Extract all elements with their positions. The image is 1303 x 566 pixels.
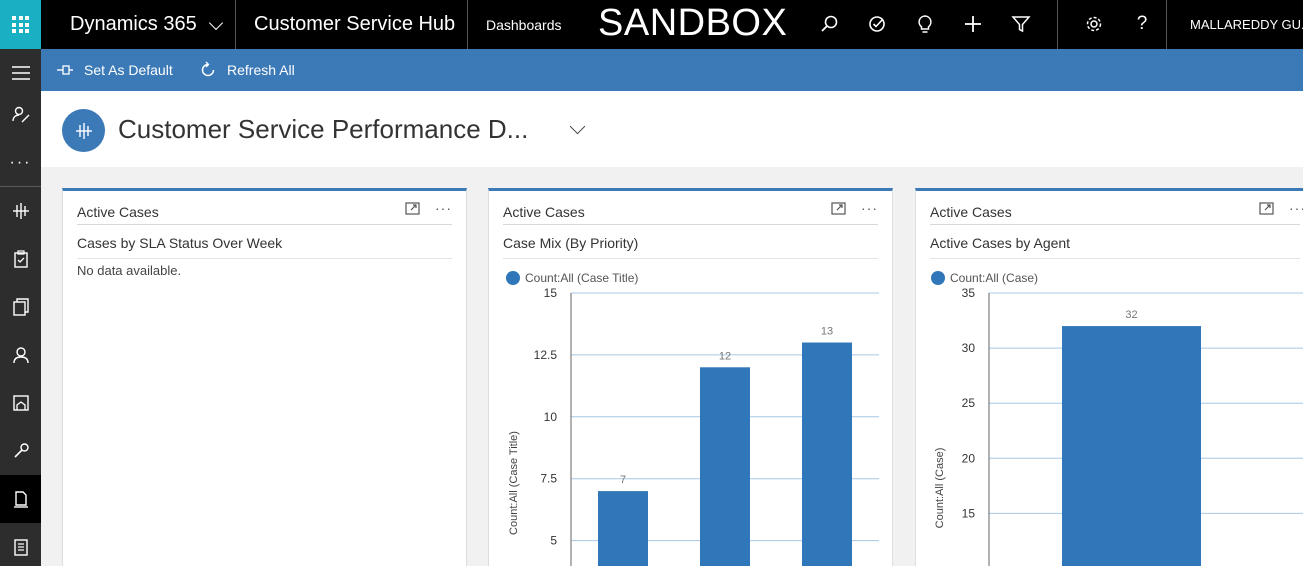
set-as-default-button[interactable]: Set As Default bbox=[55, 49, 173, 91]
chart-title: Case Mix (By Priority) bbox=[503, 235, 639, 251]
card-header: Active Cases ··· bbox=[503, 191, 878, 225]
card-subheader: Case Mix (By Priority) bbox=[503, 225, 878, 259]
y-tick-label: 10 bbox=[544, 410, 558, 424]
more-options-icon[interactable]: ··· bbox=[1289, 200, 1303, 216]
user-name[interactable]: MALLAREDDY GU... bbox=[1190, 17, 1303, 32]
waffle-icon bbox=[12, 16, 29, 33]
dashboard-card-sla: Active Cases ··· Cases by SLA Status Ove… bbox=[62, 188, 467, 566]
bar bbox=[1062, 326, 1201, 566]
hamburger-icon[interactable] bbox=[0, 49, 41, 97]
app-launcher-button[interactable] bbox=[0, 0, 41, 49]
card-header: Active Cases ··· bbox=[77, 191, 452, 225]
no-data-message: No data available. bbox=[77, 263, 182, 278]
refresh-all-button[interactable]: Refresh All bbox=[198, 49, 295, 91]
nav-dashboards[interactable]: Dashboards bbox=[468, 0, 578, 49]
reports-icon[interactable] bbox=[0, 523, 41, 566]
chart-title: Active Cases by Agent bbox=[930, 235, 1071, 251]
y-axis-label: Count:All (Case) bbox=[934, 448, 946, 529]
card-subheader: Cases by SLA Status Over Week bbox=[77, 225, 452, 259]
app-module-title[interactable]: Customer Service Hub bbox=[236, 0, 468, 49]
filter-icon[interactable] bbox=[1009, 12, 1033, 36]
cases-icon[interactable] bbox=[0, 283, 41, 331]
wrench-icon[interactable] bbox=[0, 427, 41, 475]
data-label: 13 bbox=[821, 326, 833, 338]
case-mix-chart: Count:All (Case Title)1512.5107.55Count:… bbox=[506, 271, 879, 566]
question-icon[interactable]: ? bbox=[1136, 13, 1148, 34]
nav-dashboards-label: Dashboards bbox=[486, 16, 562, 33]
dashboard-icon[interactable] bbox=[0, 187, 41, 235]
command-bar: Set As Default Refresh All bbox=[41, 49, 1303, 91]
divider bbox=[1166, 0, 1167, 49]
expand-icon[interactable] bbox=[831, 201, 847, 215]
card-header: Active Cases ··· bbox=[930, 191, 1303, 225]
contact-icon[interactable] bbox=[0, 331, 41, 379]
task-icon[interactable] bbox=[865, 12, 889, 36]
chart-title: Cases by SLA Status Over Week bbox=[77, 235, 283, 251]
search-icon[interactable] bbox=[817, 12, 841, 36]
legend-label: Count:All (Case) bbox=[950, 271, 1038, 285]
lightbulb-icon[interactable] bbox=[913, 12, 937, 36]
page-title: Customer Service Performance D... bbox=[118, 114, 529, 144]
dashboard-card-case-mix: Active Cases ··· Case Mix (By Priority) … bbox=[488, 188, 893, 566]
y-tick-label: 12.5 bbox=[534, 348, 558, 362]
expand-icon[interactable] bbox=[405, 201, 421, 215]
set-as-default-label: Set As Default bbox=[84, 62, 173, 78]
y-tick-label: 7.5 bbox=[540, 472, 557, 486]
chevron-down-icon bbox=[208, 15, 223, 30]
bar bbox=[802, 342, 852, 566]
y-tick-label: 25 bbox=[962, 396, 976, 410]
top-bar: Dynamics 365 Customer Service Hub Dashbo… bbox=[0, 0, 1303, 49]
y-axis-label: Count:All (Case Title) bbox=[508, 431, 520, 535]
refresh-all-label: Refresh All bbox=[227, 62, 295, 78]
card-subheader: Active Cases by Agent bbox=[930, 225, 1300, 259]
y-tick-label: 15 bbox=[544, 286, 558, 300]
gear-icon[interactable] bbox=[1082, 12, 1106, 36]
y-tick-label: 15 bbox=[962, 506, 976, 520]
dashboard-icon bbox=[62, 109, 105, 152]
card-actions: ··· bbox=[405, 201, 452, 215]
more-icon[interactable]: ··· bbox=[9, 154, 32, 171]
app-switcher[interactable]: Dynamics 365 bbox=[41, 0, 236, 49]
plus-icon[interactable] bbox=[961, 12, 985, 36]
card-view-title: Active Cases bbox=[930, 204, 1012, 220]
chevron-down-icon[interactable] bbox=[569, 118, 586, 135]
data-label: 12 bbox=[719, 350, 731, 362]
activities-icon[interactable] bbox=[0, 235, 41, 283]
card-view-title: Active Cases bbox=[77, 204, 159, 220]
more-options-icon[interactable]: ··· bbox=[861, 200, 878, 216]
refresh-icon bbox=[198, 60, 218, 80]
nav-separator bbox=[0, 186, 41, 187]
pin-icon bbox=[55, 60, 75, 80]
legend-label: Count:All (Case Title) bbox=[525, 271, 638, 285]
knowledge-icon[interactable] bbox=[0, 475, 41, 523]
card-view-title: Active Cases bbox=[503, 204, 585, 220]
legend-swatch bbox=[506, 271, 520, 285]
recent-icon[interactable] bbox=[0, 91, 41, 139]
bar bbox=[598, 491, 648, 566]
card-actions: ··· bbox=[1259, 201, 1303, 215]
data-label: 32 bbox=[1125, 309, 1137, 321]
divider bbox=[1057, 0, 1058, 49]
bar bbox=[700, 367, 750, 566]
y-tick-label: 35 bbox=[962, 286, 976, 300]
y-tick-label: 20 bbox=[962, 451, 976, 465]
environment-banner: SANDBOX bbox=[598, 2, 788, 44]
dashboard-card-agent: Active Cases ··· Active Cases by Agent C… bbox=[915, 188, 1303, 566]
module-name: Customer Service Hub bbox=[254, 13, 456, 35]
data-label: 7 bbox=[620, 474, 626, 486]
dashboard-header: Customer Service Performance D... bbox=[41, 91, 1303, 167]
y-tick-label: 30 bbox=[962, 341, 976, 355]
queue-icon[interactable] bbox=[0, 379, 41, 427]
app-name: Dynamics 365 bbox=[70, 13, 197, 35]
left-nav: ··· bbox=[0, 49, 41, 566]
expand-icon[interactable] bbox=[1259, 201, 1275, 215]
legend-swatch bbox=[931, 271, 945, 285]
y-tick-label: 5 bbox=[550, 534, 557, 548]
card-actions: ··· bbox=[831, 201, 878, 215]
more-options-icon[interactable]: ··· bbox=[435, 200, 452, 216]
